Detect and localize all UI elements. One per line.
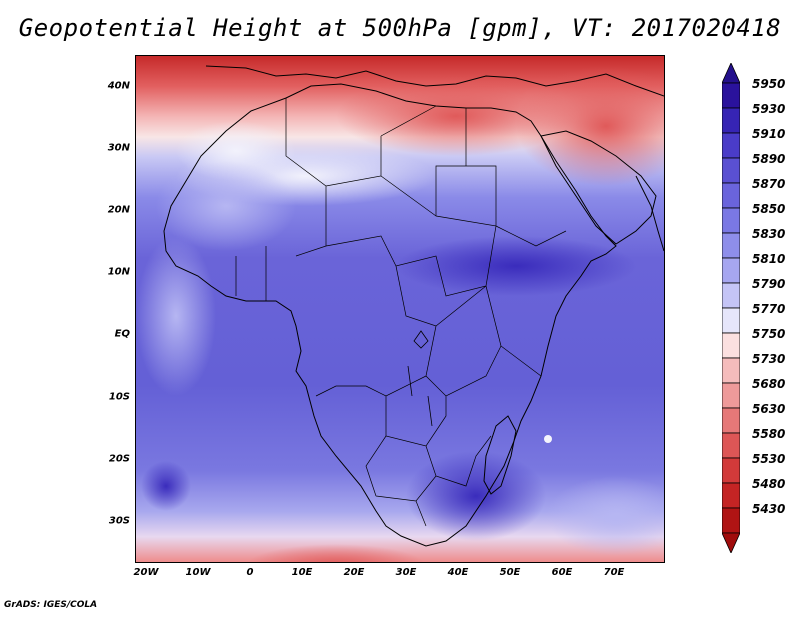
lon-label-40e: 40E [447,567,469,578]
colorbar-swatch [722,257,740,284]
country-borders [235,98,567,527]
lon-label-0: 0 [246,567,254,578]
colorbar-swatch [722,207,740,234]
colorbar-swatch [722,407,740,434]
colorbar-label: 5430 [752,502,786,517]
colorbar-swatch [722,182,740,209]
colorbar-swatch [722,107,740,134]
lon-label-20e: 20E [343,567,365,578]
lon-label-70e: 70E [603,567,625,578]
colorbar-swatch [722,507,740,534]
colorbar-label: 5830 [752,227,786,242]
mascarene-marker [544,435,552,443]
colorbar-swatch [722,432,740,459]
map-svg [136,56,664,562]
colorbar-swatch [722,357,740,384]
great-lakes [407,330,433,427]
lon-label-10w: 10W [185,567,211,578]
colorbar-label: 5790 [752,277,786,292]
colorbar-swatch [722,232,740,259]
colorbar-swatch [722,382,740,409]
india-coastline [635,175,664,252]
colorbar-swatch [722,457,740,484]
colorbar-label: 5680 [752,377,786,392]
colorbar-label: 5910 [752,127,786,142]
lat-label-30s: 30S [108,515,130,527]
colorbar-label: 5950 [752,77,786,92]
lat-label-30n: 30N [107,142,130,154]
lat-label-eq: EQ [114,328,130,340]
colorbar-label: 5730 [752,352,786,367]
europe-coastline [205,65,664,97]
lon-label-10e: 10E [291,567,313,578]
colorbar-bottom-arrow [722,532,740,553]
colorbar-swatch [722,132,740,159]
colorbar-swatch [722,307,740,334]
colorbar-swatch [722,82,740,109]
arabia-coastline [540,130,657,245]
colorbar-label: 5530 [752,452,786,467]
colorbar-label: 5580 [752,427,786,442]
colorbar-label: 5630 [752,402,786,417]
colorbar-label: 5930 [752,102,786,117]
lon-label-20w: 20W [133,567,159,578]
map-panel [135,55,665,563]
grads-credit: GrADS: IGES/COLA [4,600,98,610]
lat-label-20n: 20N [107,204,130,216]
colorbar-label: 5810 [752,252,786,267]
colorbar-label: 5480 [752,477,786,492]
colorbar-swatch [722,332,740,359]
lat-label-20s: 20S [108,453,130,465]
lon-label-60e: 60E [551,567,573,578]
madagascar-coastline [483,415,517,495]
colorbar-top-arrow [722,63,740,84]
colorbar-swatch [722,282,740,309]
colorbar [722,63,740,553]
colorbar-label: 5890 [752,152,786,167]
lon-label-30e: 30E [395,567,417,578]
colorbar-swatch [722,157,740,184]
colorbar-label: 5870 [752,177,786,192]
colorbar-label: 5770 [752,302,786,317]
lon-label-50e: 50E [499,567,521,578]
africa-coastline [163,83,617,547]
colorbar-label: 5850 [752,202,786,217]
lat-label-10n: 10N [107,266,130,278]
colorbar-label: 5750 [752,327,786,342]
colorbar-swatch [722,482,740,509]
lat-label-10s: 10S [108,391,130,403]
map-title: Geopotential Height at 500hPa [gpm], VT:… [18,14,782,42]
lat-label-40n: 40N [107,80,130,92]
